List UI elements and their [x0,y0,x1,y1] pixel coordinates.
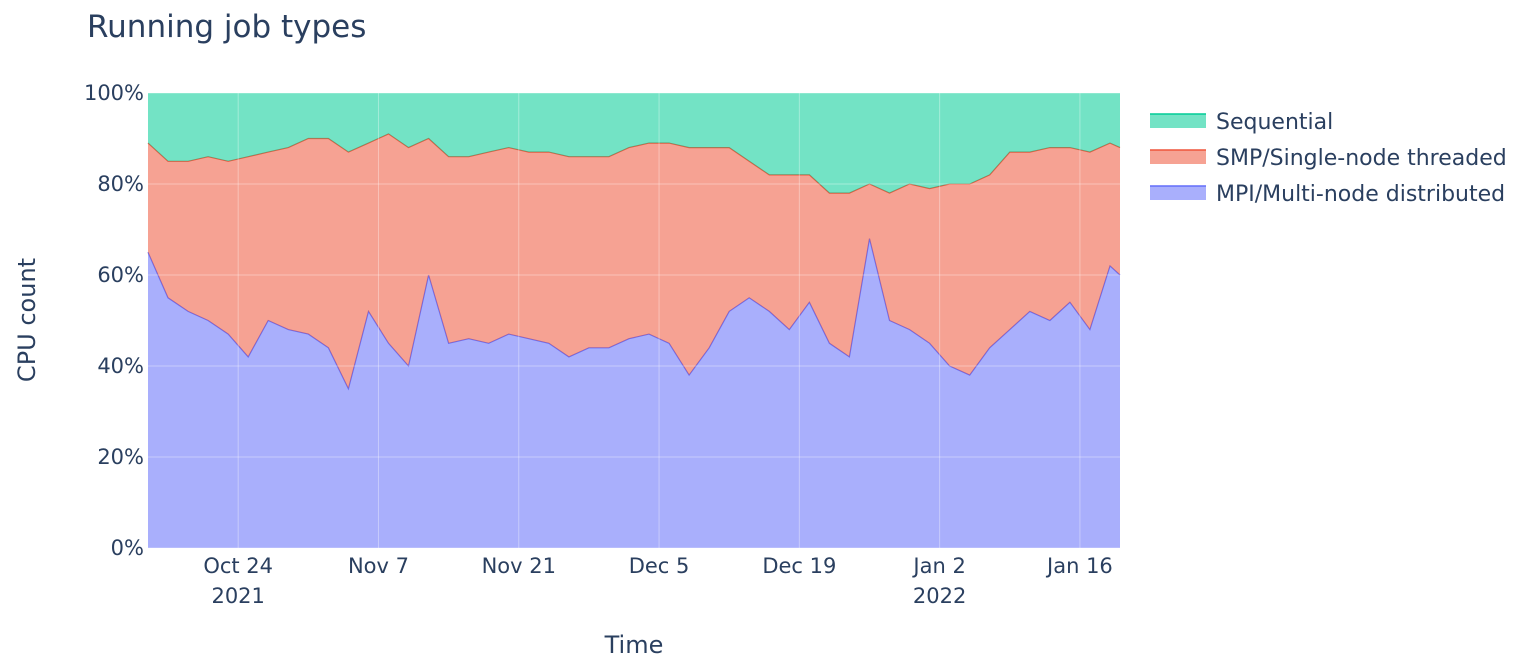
legend-label-sequential: Sequential [1216,110,1333,135]
x-tick-label: Nov 21 [482,554,556,578]
y-tick-label: 80% [97,172,144,196]
x-tick-label: Jan 16 [1045,554,1113,578]
x-tick-label: Dec 5 [629,554,690,578]
x-tick-label: Dec 19 [762,554,836,578]
legend-swatch-sequential [1150,114,1206,128]
plot-area [147,93,1121,548]
y-tick-label: 60% [97,263,144,287]
x-tick-label: Jan 2 [911,554,965,578]
y-axis-title: CPU count [13,258,41,382]
legend-label-mpi-multi-node-distributed: MPI/Multi-node distributed [1216,182,1505,207]
x-tick-label: Oct 24 [203,554,273,578]
y-tick-label: 100% [84,81,144,105]
x-axis-ticks: Oct 24 2021 Nov 7 Nov 21 Dec 5 Dec 19 Jan 2 202… [203,554,1112,608]
x-tick-label: Nov 7 [348,554,409,578]
legend-swatch-smp-single-node-threaded [1150,150,1206,164]
chart-title: Running job types [87,9,366,45]
y-axis-ticks: 0% 20% 40% 60% 80% 100% [84,81,144,560]
x-axis-title: Time [604,631,664,659]
y-tick-label: 0% [111,536,144,560]
legend-label-smp-single-node-threaded: SMP/Single-node threaded [1216,146,1507,171]
y-tick-label: 40% [97,354,144,378]
gridlines [148,92,1120,549]
legend: Sequential SMP/Single-node threaded MPI/Mu… [1150,110,1507,207]
area-sequential [148,93,1120,194]
x-tick-year: 2022 [913,584,966,608]
area-mpi-multi-node-distributed [148,238,1120,548]
y-tick-label: 20% [97,445,144,469]
x-tick-year: 2021 [211,584,264,608]
area-smp-single-node-threaded [148,133,1120,389]
legend-swatch-mpi-multi-node-distributed [1150,186,1206,200]
